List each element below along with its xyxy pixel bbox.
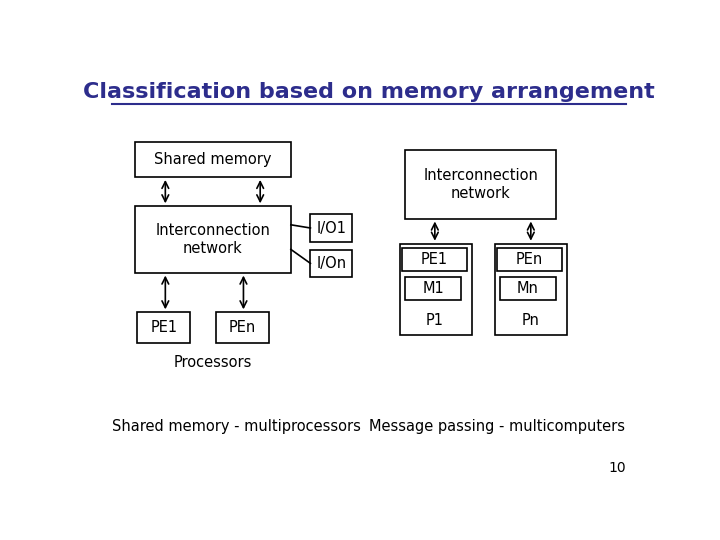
Text: I/O1: I/O1 — [316, 220, 346, 235]
Text: PE1: PE1 — [150, 320, 178, 335]
FancyBboxPatch shape — [310, 250, 352, 277]
Text: Processors: Processors — [174, 355, 252, 369]
FancyBboxPatch shape — [405, 150, 556, 219]
Text: I/On: I/On — [316, 256, 346, 271]
FancyBboxPatch shape — [135, 206, 291, 273]
Text: Mn: Mn — [517, 281, 539, 296]
Text: PEn: PEn — [516, 252, 543, 267]
FancyBboxPatch shape — [135, 141, 291, 177]
Text: Shared memory - multiprocessors: Shared memory - multiprocessors — [112, 419, 361, 434]
Text: Interconnection
network: Interconnection network — [423, 168, 538, 200]
FancyBboxPatch shape — [215, 312, 269, 343]
FancyBboxPatch shape — [405, 277, 461, 300]
FancyBboxPatch shape — [500, 277, 556, 300]
Text: P1: P1 — [426, 313, 444, 328]
Text: M1: M1 — [423, 281, 444, 296]
Text: Shared memory: Shared memory — [154, 152, 271, 167]
Text: PEn: PEn — [228, 320, 256, 335]
FancyBboxPatch shape — [495, 244, 567, 335]
FancyBboxPatch shape — [498, 248, 562, 271]
Text: Message passing - multicomputers: Message passing - multicomputers — [369, 419, 625, 434]
FancyBboxPatch shape — [402, 248, 467, 271]
FancyBboxPatch shape — [138, 312, 190, 343]
FancyBboxPatch shape — [310, 214, 352, 241]
Text: Pn: Pn — [522, 313, 540, 328]
FancyBboxPatch shape — [400, 244, 472, 335]
Text: Interconnection
network: Interconnection network — [156, 223, 270, 255]
Text: 10: 10 — [608, 461, 626, 475]
Text: PE1: PE1 — [421, 252, 448, 267]
Text: Classification based on memory arrangement: Classification based on memory arrangeme… — [83, 82, 655, 102]
